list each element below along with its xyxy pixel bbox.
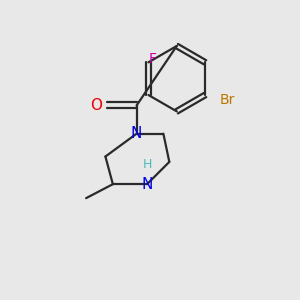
Text: Br: Br — [220, 93, 235, 107]
Text: O: O — [90, 98, 102, 113]
Text: H: H — [142, 158, 152, 171]
Text: N: N — [131, 126, 142, 141]
Text: N: N — [141, 177, 153, 192]
Text: F: F — [148, 52, 156, 66]
